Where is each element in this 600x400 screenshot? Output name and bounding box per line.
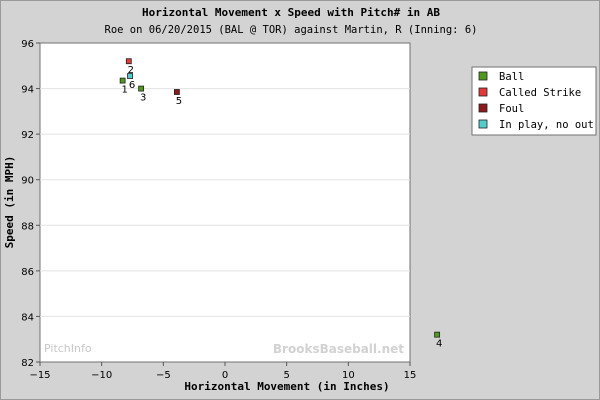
y-tick-label: 94 xyxy=(21,85,34,96)
pitch-number-label: 4 xyxy=(436,339,442,350)
legend-swatch xyxy=(478,103,488,113)
y-tick-label: 86 xyxy=(21,267,34,278)
legend-label: Called Strike xyxy=(499,87,581,99)
grid-lines xyxy=(40,88,410,317)
legend-box xyxy=(471,66,597,136)
chart-title: Horizontal Movement x Speed with Pitch# … xyxy=(142,6,440,19)
y-tick-label: 90 xyxy=(21,176,34,187)
chart-subtitle: Roe on 06/20/2015 (BAL @ TOR) against Ma… xyxy=(105,24,478,36)
pitch-point xyxy=(138,85,145,92)
legend-label: Ball xyxy=(499,71,524,83)
y-tick-label: 82 xyxy=(21,358,34,369)
legend-swatch xyxy=(478,119,488,129)
legend-swatch xyxy=(478,87,488,97)
y-tick-label: 92 xyxy=(21,130,34,141)
x-tick-label: 5 xyxy=(283,370,289,381)
pitch-number-label: 5 xyxy=(176,96,182,107)
watermark-brooksbaseball: BrooksBaseball.net xyxy=(273,342,404,356)
x-tick-label: −5 xyxy=(156,370,171,381)
legend-label: Foul xyxy=(499,103,524,115)
pitch-point xyxy=(173,89,180,95)
pitch-number-label: 2 xyxy=(128,65,134,76)
x-tick-label: −15 xyxy=(29,370,50,381)
pitch-point xyxy=(434,331,441,338)
legend-label: In play, no out xyxy=(499,119,594,131)
pitch-point xyxy=(119,77,126,84)
x-tick-label: 15 xyxy=(404,370,417,381)
y-tick-label: 88 xyxy=(21,221,34,232)
y-axis-label: Speed (in MPH) xyxy=(3,156,16,249)
legend-swatch xyxy=(478,71,488,81)
x-tick-label: 10 xyxy=(342,370,355,381)
legend: Ball Called Strike Foul In play, no out xyxy=(471,66,597,136)
pitch-number-label: 6 xyxy=(129,80,135,91)
plot-area xyxy=(39,42,411,363)
pitch-point xyxy=(125,58,132,65)
pitch-number-label: 1 xyxy=(121,85,127,96)
y-tick-label: 96 xyxy=(21,39,34,50)
x-tick-label: 0 xyxy=(222,370,228,381)
watermark-pitchinfo: PitchInfo xyxy=(44,342,92,355)
pitch-point xyxy=(127,73,133,79)
x-tick-label: −10 xyxy=(91,370,112,381)
data-points: 1 3 4 2 5 6 xyxy=(119,58,442,350)
x-axis-label: Horizontal Movement (in Inches) xyxy=(184,380,389,393)
pitch-number-label: 3 xyxy=(140,93,146,104)
y-tick-label: 84 xyxy=(21,312,34,323)
